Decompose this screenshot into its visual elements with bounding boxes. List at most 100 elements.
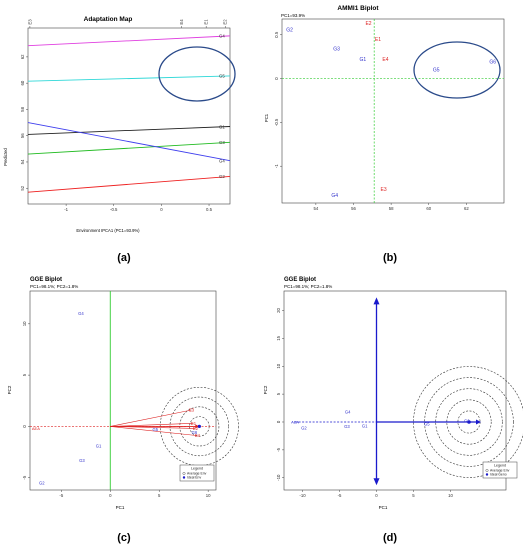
panel-c-legend-marker-ideal xyxy=(182,476,186,479)
panel-d-point-genotype: G2 xyxy=(301,426,307,431)
panel-b: AMMI1 Biplot PC1=93.9% PC1 (b) G2 G3 G1 G5 G… xyxy=(264,5,505,264)
panel-d-x-tick-label: 5 xyxy=(412,493,415,498)
panel-c-aea-label: AEA xyxy=(32,426,40,431)
panel-b-x-tick-label: 54 xyxy=(313,206,318,211)
panel-c-title: GGE Biplot xyxy=(30,277,62,283)
panel-c-subtitle: PC1=98.1%; PC2=1.8% xyxy=(30,284,78,289)
panel-c-point-environment: E1 xyxy=(191,421,197,426)
panel-c-point-genotype: G5 xyxy=(153,427,159,432)
panel-a-x-tick-label: -1 xyxy=(64,207,68,212)
panel-b-y-tick-label: -1 xyxy=(274,164,279,168)
panel-d-title: GGE Biplot xyxy=(284,277,316,283)
panel-a-y-tick-label: 58 xyxy=(20,106,25,111)
panel-b-x-tick-label: 58 xyxy=(389,206,394,211)
panel-b-point-environment: E4 xyxy=(382,57,388,63)
panel-a-y-tick-label: 56 xyxy=(20,133,25,138)
panel-a-series-line xyxy=(27,75,231,82)
panel-a-highlight-ellipse xyxy=(158,46,236,102)
panel-b-x-tick-label: 60 xyxy=(426,206,431,211)
panel-c-ylabel: PC2 xyxy=(7,385,12,394)
panel-b-point-environment: E2 xyxy=(365,21,371,27)
panel-c-legend-marker-average xyxy=(182,472,186,475)
panel-c-legend-title: Legend xyxy=(191,467,203,471)
panel-d-y-tick-label: 0 xyxy=(276,420,281,423)
panel-a-y-tick-label: 54 xyxy=(20,159,25,164)
panel-d-ate-arrowhead-down xyxy=(373,478,380,486)
panel-d-plot-frame xyxy=(283,290,507,491)
panel-a-y-tick-label: 62 xyxy=(20,54,25,59)
panel-c-y-tick-label: 5 xyxy=(22,373,27,376)
panel-b-x-tick-label: 56 xyxy=(351,206,356,211)
panel-c-y-tick-label: 10 xyxy=(22,321,27,326)
panel-c-x-tick-label: 5 xyxy=(158,493,161,498)
panel-d-aea-arrowhead xyxy=(476,419,481,425)
panel-c-ideal-point xyxy=(197,424,201,429)
panel-a-y-tick-label: 52 xyxy=(20,185,25,190)
panel-a-top-tick-label: E1 xyxy=(204,19,209,25)
panel-d-y-tick-label: 15 xyxy=(276,335,281,340)
panel-c-point-genotype: G4 xyxy=(78,311,84,316)
panel-b-y-tick-label: 0 xyxy=(274,77,279,80)
panel-d-y-tick-label: -10 xyxy=(276,474,281,481)
panel-d-x-tick-label: -10 xyxy=(299,493,306,498)
panel-b-point-environment: E3 xyxy=(381,187,387,193)
panel-b-title: AMMI1 Biplot xyxy=(337,5,379,12)
panel-b-point-genotype: G6 xyxy=(489,60,496,66)
panel-d-concentric-circle xyxy=(446,399,492,445)
panel-d-concentric-circle xyxy=(424,377,514,467)
panel-c-y-tick-label: 0 xyxy=(22,425,27,428)
panel-a-plot-frame xyxy=(27,27,231,205)
panel-d-xlabel: PC1 xyxy=(379,505,388,510)
panel-c-x-tick-label: 0 xyxy=(109,493,112,498)
panel-d-y-tick-label: 10 xyxy=(276,363,281,368)
panel-b-caption: (b) xyxy=(383,252,397,264)
panel-d-legend-box xyxy=(482,461,518,479)
panel-a-ylabel: Predicted xyxy=(3,147,8,165)
panel-c-environment-vector xyxy=(110,423,194,427)
panel-a-series-label: G1 xyxy=(219,124,225,129)
panel-d-y-tick-label: 5 xyxy=(276,392,281,395)
panel-c-xlabel: PC1 xyxy=(116,505,125,510)
panel-b-point-genotype: G3 xyxy=(333,47,340,53)
panel-c-environment-vector xyxy=(110,409,192,427)
panel-a-series-label: G4 xyxy=(219,34,225,39)
panel-b-highlight-ellipse xyxy=(413,41,501,99)
panel-a: Adaptation Map Environment IPCA1 (PC1=93… xyxy=(3,16,236,264)
panel-b-point-genotype: G1 xyxy=(360,57,367,63)
panel-c-point-environment: E2 xyxy=(193,426,199,431)
panel-b-subtitle: PC1=93.9% xyxy=(281,13,305,18)
panel-d-x-tick-label: -5 xyxy=(338,493,342,498)
panel-b-point-genotype: G5 xyxy=(433,68,440,74)
panel-b-y-tick-label: -0.5 xyxy=(274,118,279,126)
panel-a-series-line xyxy=(27,175,231,193)
panel-c-x-tick-label: 10 xyxy=(206,493,211,498)
panel-c-environment-vector xyxy=(110,426,198,436)
panel-a-series-label: G4 xyxy=(219,158,225,163)
panel-c-legend-box xyxy=(179,464,215,482)
panel-d-legend-item-ideal: Ideal Geno xyxy=(490,473,507,477)
panel-d-subtitle: PC1=98.1%; PC2=1.8% xyxy=(284,284,332,289)
panel-c-legend-item-ideal: Ideal Env xyxy=(187,476,201,480)
panel-d-legend-title: Legend xyxy=(494,464,506,468)
panel-d: GGE Biplot PC1=98.1%; PC2=1.8% PC1 PC2 (… xyxy=(263,277,523,544)
panel-d-caption: (d) xyxy=(383,532,397,544)
panel-a-series-line xyxy=(27,126,231,135)
panel-d-ate-arrowhead-up xyxy=(373,297,380,305)
panel-c-y-tick-label: -5 xyxy=(22,475,27,479)
panel-c-caption: (c) xyxy=(117,532,131,544)
panel-d-legend-item-average: Average Env xyxy=(490,469,510,473)
panel-a-series-label: G2 xyxy=(219,174,225,179)
panel-c-plot-frame xyxy=(29,290,217,491)
panel-a-series-line xyxy=(27,122,231,162)
panel-d-point-genotype: G6 xyxy=(464,418,470,423)
panel-a-series-label: G5 xyxy=(219,74,225,79)
panel-d-x-tick-label: 0 xyxy=(375,493,378,498)
panel-a-x-tick-label: 0 xyxy=(160,207,163,212)
panel-d-point-genotype: G1 xyxy=(362,423,368,428)
panel-c-point-genotype: G6 xyxy=(192,430,198,435)
panel-b-y-tick-label: 0.5 xyxy=(274,31,279,38)
panel-a-top-tick-label: E3 xyxy=(27,19,32,25)
panel-a-title: Adaptation Map xyxy=(84,16,133,23)
panel-d-point-genotype: G5 xyxy=(424,421,430,426)
